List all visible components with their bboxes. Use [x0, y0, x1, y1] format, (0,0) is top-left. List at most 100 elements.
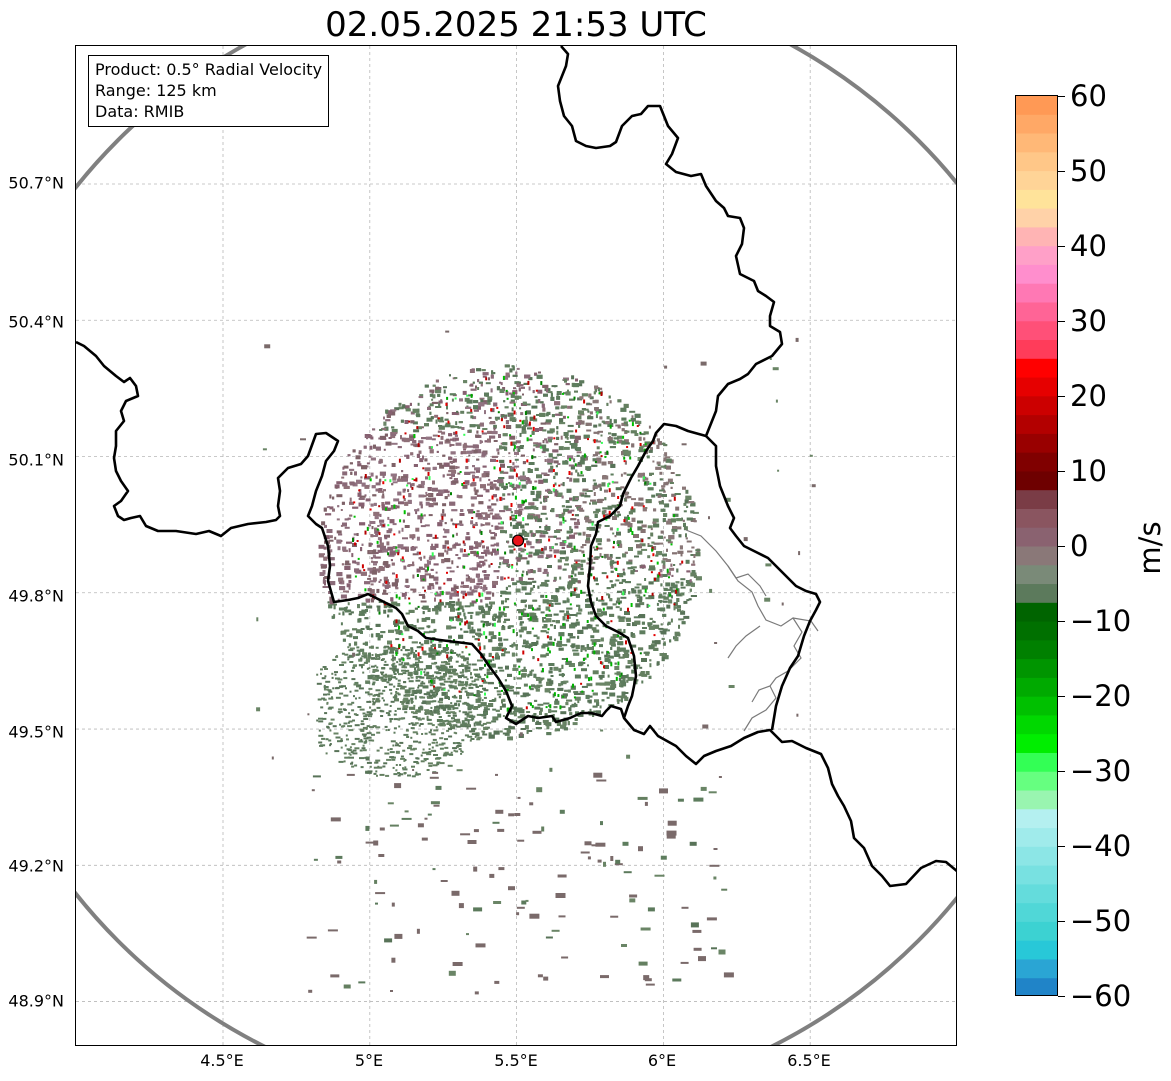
velocity-pixel	[526, 540, 530, 544]
velocity-pixel	[592, 484, 598, 489]
velocity-pixel	[428, 557, 432, 561]
velocity-pixel	[496, 448, 500, 452]
velocity-pixel	[497, 620, 501, 623]
velocity-pixel	[347, 454, 351, 457]
velocity-pixel	[683, 510, 687, 513]
velocity-pixel	[646, 455, 650, 459]
velocity-pixel	[475, 449, 482, 454]
velocity-pixel	[675, 474, 681, 477]
velocity-pixel	[554, 401, 561, 406]
velocity-pixel	[601, 651, 604, 654]
velocity-pixel	[432, 700, 437, 703]
velocity-pixel	[670, 589, 676, 593]
velocity-pixel	[403, 565, 407, 570]
velocity-pixel	[643, 437, 646, 441]
velocity-pixel	[441, 691, 447, 696]
velocity-pixel	[404, 591, 407, 596]
velocity-pixel	[590, 617, 595, 622]
velocity-pixel	[566, 607, 573, 610]
velocity-pixel	[437, 393, 441, 397]
velocity-pixel	[436, 719, 443, 722]
velocity-pixel	[626, 453, 631, 457]
velocity-pixel	[591, 464, 598, 467]
velocity-pixel	[562, 460, 569, 465]
velocity-pixel	[593, 492, 596, 496]
velocity-pixel	[452, 437, 457, 442]
velocity-pixel	[418, 440, 424, 444]
velocity-pixel	[544, 579, 550, 582]
velocity-pixel	[466, 532, 470, 535]
velocity-pixel	[432, 585, 435, 590]
velocity-pixel	[495, 525, 498, 530]
velocity-pixel	[475, 434, 480, 438]
velocity-pixel	[420, 519, 423, 524]
velocity-pixel	[587, 416, 594, 420]
velocity-pixel	[422, 586, 425, 589]
velocity-pixel	[408, 635, 413, 639]
velocity-pixel	[686, 517, 693, 521]
velocity-pixel	[493, 480, 499, 482]
velocity-pixel	[335, 486, 338, 489]
velocity-pixel	[614, 672, 619, 675]
velocity-pixel	[361, 506, 364, 509]
velocity-pixel	[515, 653, 518, 657]
velocity-pixel	[685, 584, 691, 587]
velocity-pixel	[508, 545, 515, 548]
velocity-pixel	[672, 584, 678, 589]
velocity-pixel	[554, 492, 558, 497]
velocity-pixel	[467, 576, 470, 580]
velocity-pixel	[477, 425, 481, 429]
velocity-pixel	[432, 394, 436, 399]
velocity-pixel	[581, 710, 585, 713]
velocity-pixel	[639, 446, 642, 451]
velocity-pixel	[485, 622, 492, 625]
velocity-pixel	[575, 613, 578, 617]
velocity-pixel	[385, 419, 391, 422]
velocity-pixel	[595, 583, 599, 586]
velocity-pixel	[651, 494, 656, 498]
velocity-pixel	[648, 595, 655, 600]
velocity-pixel	[584, 492, 587, 495]
velocity-pixel	[453, 431, 458, 435]
velocity-pixel	[501, 699, 503, 704]
velocity-pixel	[514, 603, 517, 606]
velocity-pixel	[503, 488, 507, 490]
velocity-pixel	[665, 481, 669, 484]
velocity-pixel	[528, 502, 535, 506]
velocity-pixel	[424, 467, 431, 472]
velocity-pixel	[446, 661, 449, 664]
velocity-pixel	[636, 596, 640, 599]
velocity-pixel	[481, 609, 485, 614]
velocity-pixel	[523, 608, 527, 611]
velocity-pixel	[553, 579, 557, 582]
radar-map[interactable]	[75, 45, 957, 1046]
velocity-pixel	[516, 677, 522, 680]
velocity-pixel	[539, 711, 542, 715]
velocity-pixel	[525, 480, 532, 484]
velocity-pixel	[667, 478, 673, 483]
velocity-pixel	[592, 713, 595, 717]
velocity-pixel	[541, 548, 547, 551]
velocity-pixel	[450, 462, 453, 464]
velocity-pixel	[601, 671, 605, 675]
velocity-pixel	[620, 677, 624, 680]
velocity-pixel	[411, 690, 414, 695]
velocity-pixel	[408, 564, 415, 567]
velocity-pixel	[606, 621, 610, 625]
velocity-pixel	[542, 440, 545, 444]
velocity-pixel	[479, 633, 483, 636]
velocity-pixel	[597, 613, 603, 617]
velocity-pixel	[606, 538, 610, 542]
velocity-pixel	[413, 429, 420, 433]
velocity-pixel	[550, 392, 553, 397]
velocity-pixel	[556, 393, 559, 396]
velocity-pixel	[582, 531, 586, 536]
velocity-pixel	[531, 405, 538, 409]
velocity-pixel	[488, 564, 491, 568]
velocity-pixel	[601, 420, 605, 423]
velocity-pixel	[534, 480, 538, 483]
velocity-pixel	[510, 517, 516, 520]
velocity-pixel	[378, 490, 384, 493]
velocity-pixel	[690, 582, 695, 587]
velocity-pixel	[343, 590, 349, 593]
